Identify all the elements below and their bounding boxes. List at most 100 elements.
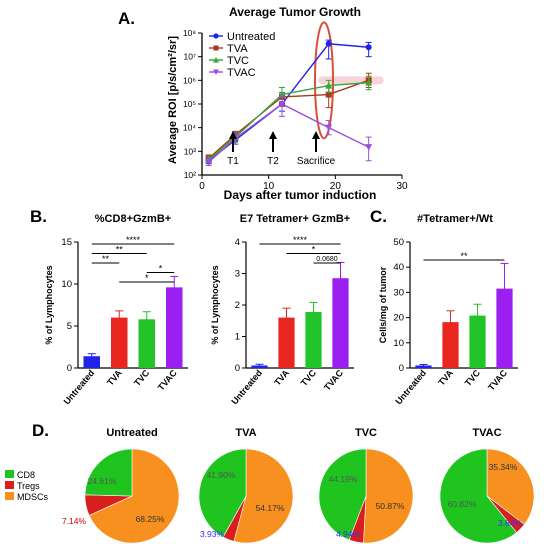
legend-swatch	[5, 470, 14, 478]
x-tick-label: 10	[263, 181, 275, 192]
x-tick-label: TVAC	[156, 367, 179, 392]
legend-label: MDSCs	[17, 492, 48, 502]
tetramer-per-weight-bar-chart: #Tetramer+/Wt Cells/mg of tumor 0 10 20 30 4…	[378, 213, 518, 406]
chart-b2-ylabel: % of Lymphocytes	[210, 265, 220, 344]
bar-tvc	[138, 319, 155, 368]
legend-label: TVC	[227, 55, 249, 67]
pie-slice-cd8	[84, 448, 133, 497]
y-tick-label: 40	[393, 262, 404, 273]
pie-slice-mdscs	[486, 448, 535, 525]
x-tick-label: TVC	[463, 367, 483, 388]
y-tick-label: 0	[399, 363, 404, 374]
pie-tva: TVA 41.90% 3.93% 54.17%	[198, 427, 294, 544]
y-tick-label: 10⁸	[183, 28, 196, 38]
data-point	[365, 44, 372, 51]
pie-label: 41.90%	[207, 470, 236, 480]
bar-tva	[111, 317, 128, 368]
chart-a-xlabel: Days after tumor induction	[224, 188, 377, 202]
panel-b-letter: B.	[30, 207, 47, 226]
y-tick-label: 10	[393, 338, 404, 349]
y-tick-label: 50	[393, 237, 404, 248]
marker-t2-label: T2	[267, 156, 279, 167]
arrow-head	[269, 131, 277, 139]
significance-label: **	[116, 245, 124, 255]
chart-b1-title: %CD8+GzmB+	[95, 213, 171, 225]
y-tick-label: 15	[61, 237, 72, 248]
x-tick-label: 30	[396, 181, 408, 192]
y-tick-label: 10	[61, 279, 72, 290]
legend-marker	[213, 57, 219, 63]
x-tick-label: TVC	[299, 367, 319, 388]
data-point	[325, 82, 333, 89]
y-tick-label: 10⁵	[183, 99, 196, 109]
significance-label: **	[102, 254, 110, 264]
y-tick-label: 10³	[184, 146, 196, 156]
chart-b2-title: E7 Tetramer+ GzmB+	[240, 213, 350, 225]
panel-d-letter: D.	[32, 421, 49, 440]
chart-c-title: #Tetramer+/Wt	[417, 213, 493, 225]
bar-tvc	[469, 315, 486, 368]
pie-title: TVC	[355, 427, 377, 439]
significance-label: ****	[293, 235, 308, 245]
pie-title: Untreated	[106, 427, 157, 439]
arrow-head	[312, 131, 320, 139]
legend-label: TVA	[227, 43, 248, 55]
arrow-head	[229, 131, 237, 139]
chart-b1-ylabel: % of Lymphocytes	[44, 265, 54, 344]
data-point	[278, 91, 286, 98]
y-tick-label: 5	[67, 321, 72, 332]
pie-slice-cd8	[439, 448, 517, 544]
pie-label: 7.14%	[62, 516, 87, 526]
x-tick-label: 20	[330, 181, 342, 192]
x-tick-label: TVA	[436, 367, 455, 387]
y-tick-label: 0	[235, 363, 240, 374]
x-tick-label: TVAC	[486, 367, 509, 392]
pie-label: 3.84%	[498, 518, 523, 528]
pie-tvac: TVAC 60.82% 3.84% 35.34%	[439, 427, 535, 544]
bar-tvc	[305, 311, 322, 368]
tetramer-gzmb-bar-chart: E7 Tetramer+ GzmB+ % of Lymphocytes 0 1 2 3…	[210, 213, 354, 406]
significance-label: *	[312, 245, 316, 255]
y-tick-label: 10⁶	[183, 75, 196, 85]
legend-label: Tregs	[17, 481, 40, 491]
pie-label: 44.19%	[329, 474, 358, 484]
y-tick-label: 1	[235, 332, 240, 343]
marker-t1-label: T1	[227, 156, 239, 167]
data-point	[325, 91, 332, 98]
y-tick-label: 10²	[184, 170, 196, 180]
pie-slice-mdscs	[88, 448, 180, 544]
pie-label: 24.61%	[88, 476, 117, 486]
y-tick-label: 4	[235, 237, 240, 248]
pie-slice-mdscs	[363, 448, 414, 544]
pie-title: TVAC	[472, 427, 501, 439]
pie-untreated: Untreated 24.61% 7.14% 68.25%	[62, 427, 180, 544]
bar-tvac	[496, 288, 513, 368]
legend-marker	[213, 33, 219, 39]
y-tick-label: 30	[393, 287, 404, 298]
legend-swatch	[5, 481, 14, 489]
marker-sacrifice-label: Sacrifice	[297, 156, 336, 167]
bar-untreated	[83, 356, 100, 368]
cd8-gzmb-bar-chart: %CD8+GzmB+ % of Lymphocytes 051015Untrea…	[44, 213, 188, 406]
pie-label: 60.82%	[448, 499, 477, 509]
data-point	[205, 159, 213, 166]
data-point	[365, 79, 373, 86]
significance-label: *	[145, 273, 149, 283]
pie-label: 4.94%	[336, 529, 361, 539]
panel-c-letter: C.	[370, 207, 387, 226]
bar-tva	[278, 317, 295, 368]
pie-label: 54.17%	[256, 503, 285, 513]
significance-label: **	[460, 251, 468, 261]
pie-label: 50.87%	[376, 501, 405, 511]
tumor-growth-chart: Average Tumor Growth Days after tumor in…	[167, 5, 408, 202]
legend-marker	[213, 69, 219, 75]
legend-marker	[213, 45, 219, 51]
pie-slice-cd8	[198, 448, 247, 538]
bar-tvac	[166, 287, 183, 368]
bar-tva	[442, 322, 459, 368]
legend-label: TVAC	[227, 67, 256, 79]
pie-tvc: TVC 44.19% 4.94% 50.87%	[318, 427, 414, 544]
data-point	[325, 124, 333, 132]
